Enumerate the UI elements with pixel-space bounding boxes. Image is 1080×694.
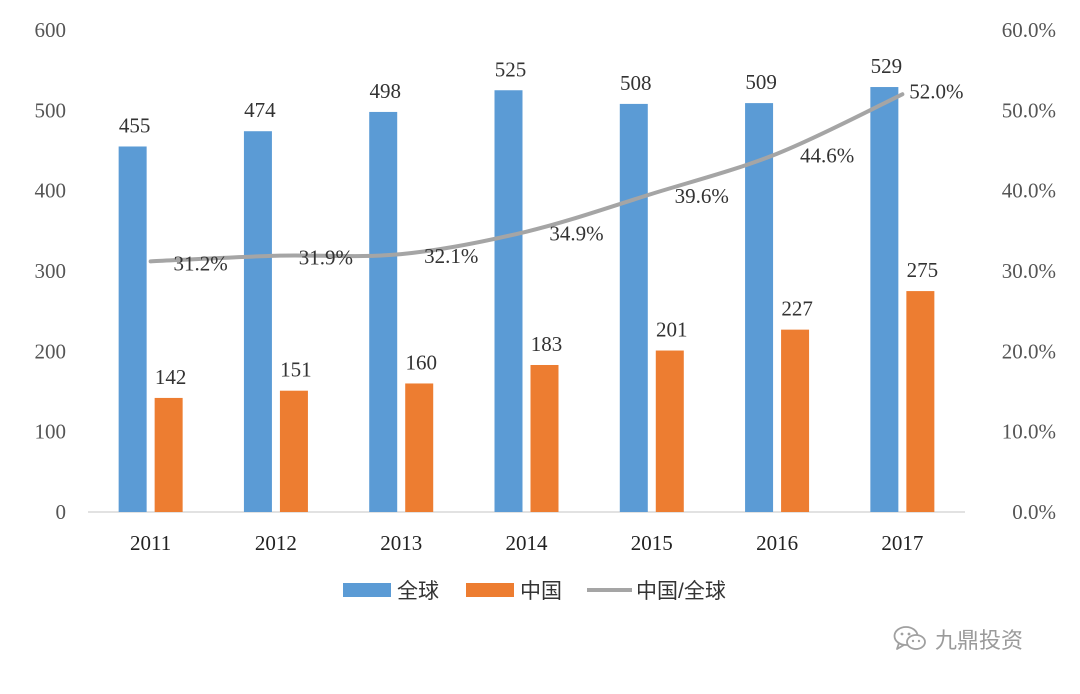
x-tick-label: 2011	[130, 531, 171, 555]
bar-global	[244, 131, 272, 512]
y-right-tick-label: 60.0%	[1002, 18, 1056, 42]
legend-label-china: 中国	[520, 580, 562, 603]
ratio-label: 44.6%	[800, 144, 854, 168]
bar-china-label: 201	[656, 318, 688, 342]
ratio-label: 52.0%	[909, 79, 963, 103]
bar-china	[155, 398, 183, 512]
bar-china-label: 227	[781, 297, 813, 321]
y-right-tick-label: 10.0%	[1002, 420, 1056, 444]
bar-global-label: 508	[620, 71, 652, 95]
bar-china-label: 275	[907, 258, 939, 282]
x-tick-label: 2012	[255, 531, 297, 555]
bar-global-label: 529	[871, 54, 903, 78]
bar-china	[280, 391, 308, 512]
wechat-icon	[893, 625, 927, 653]
x-tick-label: 2015	[631, 531, 673, 555]
ratio-label: 32.1%	[424, 244, 478, 268]
bar-china-label: 151	[280, 358, 312, 382]
bar-china-label: 142	[155, 365, 187, 389]
bar-global	[119, 146, 147, 512]
watermark-text: 九鼎投资	[935, 623, 1023, 655]
bar-china	[906, 291, 934, 512]
y-left-tick-label: 0	[56, 500, 67, 524]
ratio-label: 31.9%	[299, 246, 353, 270]
bar-china	[405, 383, 433, 512]
x-tick-label: 2013	[380, 531, 422, 555]
bar-global	[495, 90, 523, 512]
legend-swatch-global	[343, 583, 391, 597]
y-right-tick-label: 20.0%	[1002, 339, 1056, 363]
y-left-tick-label: 300	[35, 259, 67, 283]
ratio-label: 34.9%	[549, 222, 603, 246]
legend-label-ratio: 中国/全球	[636, 580, 726, 603]
bar-china	[656, 351, 684, 512]
bar-global	[369, 112, 397, 512]
y-left-tick-label: 600	[35, 18, 67, 42]
watermark: 九鼎投资	[893, 622, 1023, 656]
x-tick-label: 2014	[506, 531, 549, 555]
y-right-tick-label: 40.0%	[1002, 179, 1056, 203]
legend-swatch-china	[466, 583, 514, 597]
bar-global-label: 498	[369, 79, 401, 103]
bar-global-label: 509	[745, 70, 777, 94]
bar-global	[620, 104, 648, 512]
bar-china	[531, 365, 559, 512]
ratio-label: 39.6%	[675, 184, 729, 208]
bar-global	[870, 87, 898, 512]
ratio-label: 31.2%	[174, 251, 228, 275]
bar-global-label: 455	[119, 113, 151, 137]
y-right-tick-label: 0.0%	[1012, 500, 1056, 524]
x-tick-label: 2017	[881, 531, 923, 555]
bar-china	[781, 330, 809, 512]
bar-china-label: 183	[531, 332, 563, 356]
y-right-tick-label: 30.0%	[1002, 259, 1056, 283]
bar-china-label: 160	[405, 350, 437, 374]
x-tick-label: 2016	[756, 531, 798, 555]
y-left-tick-label: 500	[35, 98, 67, 122]
y-left-tick-label: 200	[35, 339, 67, 363]
legend-label-global: 全球	[397, 580, 439, 603]
y-left-tick-label: 400	[35, 179, 67, 203]
bar-global-label: 474	[244, 98, 276, 122]
bar-global-label: 525	[495, 57, 527, 81]
y-right-tick-label: 50.0%	[1002, 98, 1056, 122]
y-left-tick-label: 100	[35, 420, 67, 444]
